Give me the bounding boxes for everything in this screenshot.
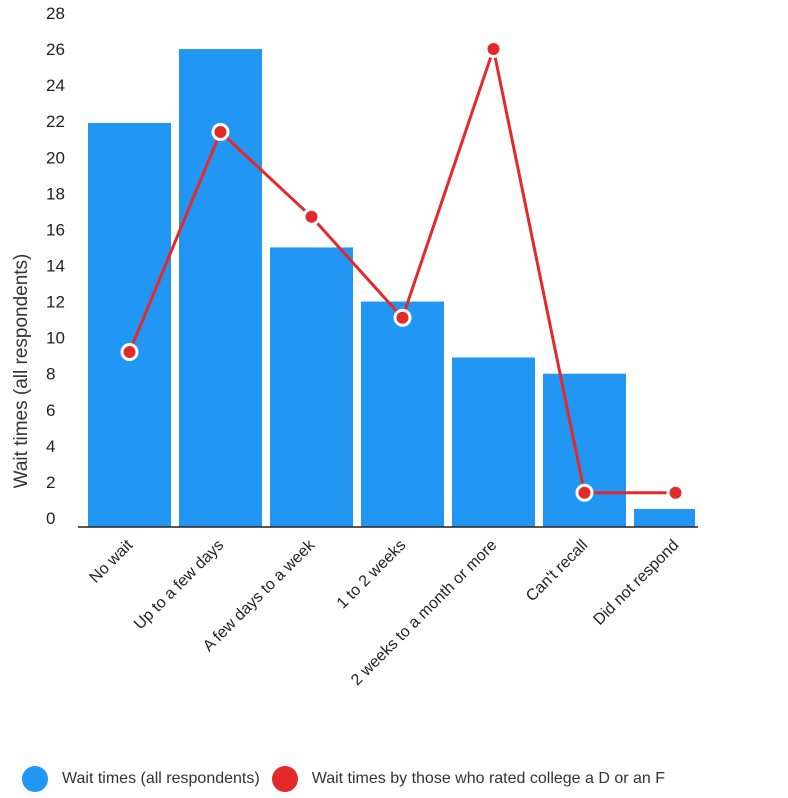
y-tick-label: 24 [46, 76, 65, 95]
y-tick-label: 12 [46, 293, 65, 312]
bar[interactable] [179, 49, 262, 528]
y-tick-label: 4 [46, 437, 55, 456]
legend-item-rated-d-or-f[interactable]: Wait times by those who rated college a … [271, 766, 666, 792]
line-point[interactable] [484, 40, 503, 59]
x-tick-label: Can't recall [523, 537, 591, 605]
bar[interactable] [452, 357, 535, 527]
legend-swatch-blue [22, 766, 48, 792]
bar[interactable] [543, 373, 626, 527]
y-tick-label: 2 [46, 473, 55, 492]
legend-swatch-red [271, 766, 298, 792]
y-tick-label: 8 [46, 365, 55, 384]
line-point[interactable] [211, 123, 230, 142]
x-tick-label: No wait [87, 536, 137, 586]
y-axis-title: Wait times (all respondents) [11, 254, 32, 489]
chart: Wait times (all respondents) 02468101214… [11, 4, 698, 689]
x-tick-label: 1 to 2 weeks [334, 537, 410, 613]
line-point[interactable] [120, 343, 139, 362]
y-tick-label: 0 [46, 509, 55, 528]
y-tick-label: 18 [46, 184, 65, 203]
legend: Wait times (all respondents) Wait times … [22, 766, 677, 792]
y-tick-label: 16 [46, 220, 65, 239]
y-tick-label: 22 [46, 112, 65, 131]
bar[interactable] [634, 508, 695, 527]
x-tick-label: 2 weeks to a month or more [348, 537, 500, 689]
y-tick-label: 14 [46, 257, 65, 276]
bar[interactable] [88, 123, 171, 527]
legend-label: Wait times (all respondents) [62, 770, 260, 787]
y-tick-label: 10 [46, 329, 65, 348]
y-tick-label: 20 [46, 148, 65, 167]
line-point[interactable] [575, 483, 594, 502]
legend-label: Wait times by those who rated college a … [311, 770, 666, 787]
bar-series [88, 49, 695, 528]
y-tick-label: 26 [46, 40, 65, 59]
bar[interactable] [361, 301, 444, 527]
bar[interactable] [270, 247, 353, 528]
y-tick-label: 28 [46, 4, 65, 23]
y-tick-label: 6 [46, 401, 55, 420]
line-point[interactable] [302, 207, 321, 226]
x-tick-label: Did not respond [590, 537, 682, 629]
line-point[interactable] [666, 483, 685, 502]
x-tick-label: Up to a few days [131, 537, 227, 633]
line-point[interactable] [393, 308, 412, 327]
line-series [120, 40, 685, 502]
legend-item-all-respondents[interactable]: Wait times (all respondents) [22, 766, 260, 792]
